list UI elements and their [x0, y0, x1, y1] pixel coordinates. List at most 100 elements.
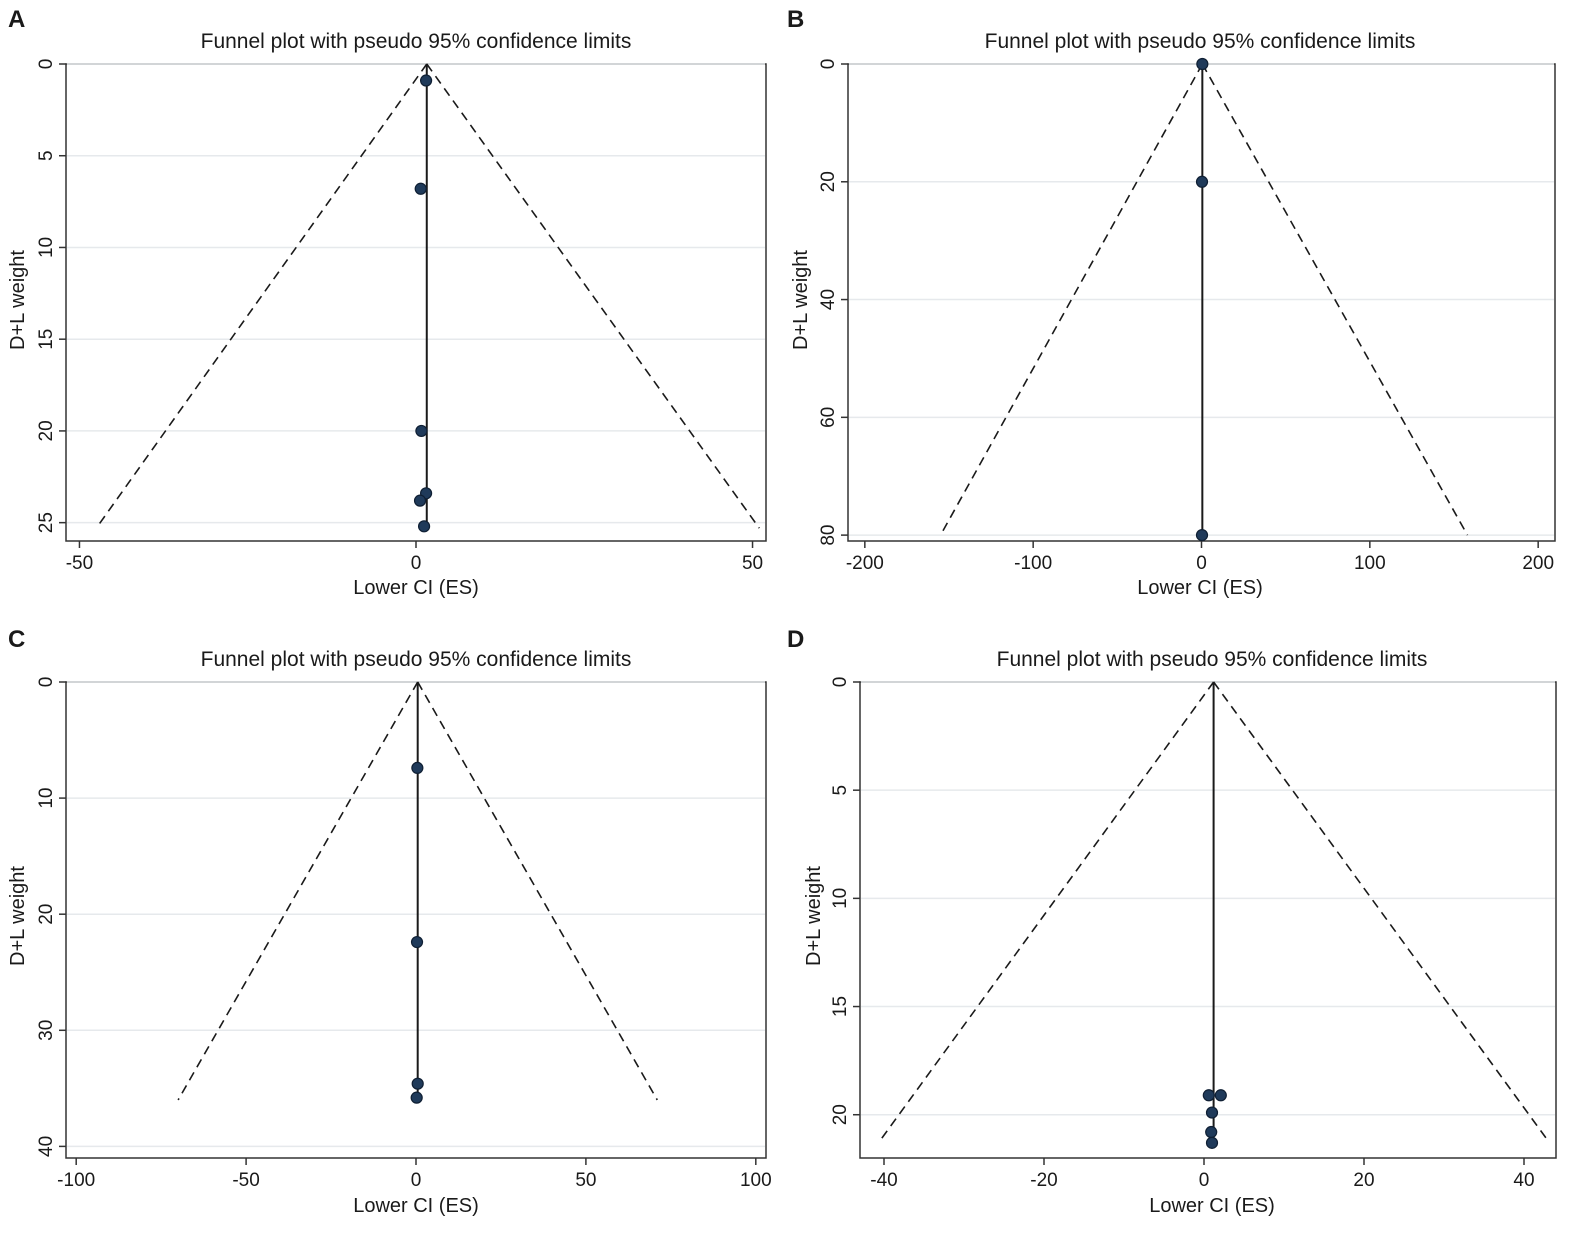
funnel-limits	[95, 63, 760, 529]
data-point-0	[1196, 57, 1209, 71]
panel-c: C Funnel plot with pseudo 95% confidence…	[7, 626, 772, 1217]
funnel-limits	[177, 681, 658, 1101]
data-points	[410, 761, 424, 1104]
funnel-left-limit	[95, 63, 428, 529]
y-tick-label-0: 0	[36, 59, 57, 70]
y-tick-label-3: 15	[36, 329, 57, 350]
x-axis-ticks: -40 -20 0 20 40	[870, 1158, 1535, 1191]
x-tick-label-0: -50	[66, 553, 93, 574]
x-tick-label-0: -40	[870, 1170, 897, 1191]
panel-title: Funnel plot with pseudo 95% confidence l…	[997, 648, 1428, 671]
x-axis-label: Lower CI (ES)	[1137, 577, 1263, 599]
grid	[67, 681, 765, 1148]
y-tick-label-4: 20	[36, 420, 57, 441]
y-tick-label-3: 60	[818, 407, 839, 428]
y-tick-label-1: 20	[818, 171, 839, 192]
x-tick-label-4: 100	[740, 1170, 772, 1191]
data-point-0	[1202, 1089, 1215, 1102]
x-axis-ticks: -200 -100 0 100 200	[846, 541, 1554, 574]
data-points	[1202, 1089, 1227, 1149]
plot-frame	[65, 63, 767, 542]
data-points	[1195, 57, 1209, 542]
x-axis-label: Lower CI (ES)	[353, 577, 479, 599]
data-points	[413, 74, 433, 533]
funnel-right-limit	[426, 63, 760, 529]
y-tick-label-0: 0	[818, 59, 839, 70]
y-axis-label: D+L weight	[803, 866, 825, 966]
x-tick-label-3: 100	[1354, 553, 1386, 574]
data-point-3	[1205, 1125, 1218, 1139]
y-axis-ticks: 0 10 20 30 40	[36, 677, 66, 1157]
y-axis-label: D+L weight	[7, 866, 29, 966]
data-point-5	[417, 520, 431, 533]
y-axis-ticks: 0 20 40 60 80	[818, 59, 848, 546]
x-tick-label-0: -100	[57, 1170, 95, 1191]
x-tick-label-1: 0	[411, 553, 422, 574]
panel-d: D Funnel plot with pseudo 95% confidence…	[787, 626, 1557, 1217]
data-point-0	[411, 761, 424, 775]
data-point-1	[1214, 1089, 1227, 1102]
funnel-right-limit	[1212, 681, 1549, 1142]
data-point-2	[411, 1077, 424, 1090]
data-point-1	[1195, 175, 1209, 188]
y-axis-label: D+L weight	[790, 250, 812, 350]
x-tick-label-4: 40	[1513, 1170, 1534, 1191]
y-axis-ticks: 0 5 10 15 20 25	[36, 59, 66, 533]
y-tick-label-2: 20	[36, 904, 57, 925]
panel-title: Funnel plot with pseudo 95% confidence l…	[201, 30, 632, 53]
y-tick-label-2: 10	[830, 888, 851, 909]
x-tick-label-3: 50	[575, 1170, 596, 1191]
data-point-3	[410, 1091, 423, 1104]
y-tick-label-4: 20	[830, 1104, 851, 1125]
y-tick-label-0: 0	[830, 677, 851, 688]
data-point-2	[1205, 1106, 1219, 1119]
x-tick-label-1: -50	[232, 1170, 259, 1191]
x-axis-label: Lower CI (ES)	[1149, 1195, 1275, 1217]
y-axis-label: D+L weight	[7, 250, 29, 350]
x-tick-label-1: -100	[1014, 553, 1052, 574]
x-tick-label-0: -200	[846, 553, 884, 574]
data-point-4	[1205, 1136, 1219, 1149]
x-tick-label-1: -20	[1030, 1170, 1057, 1191]
data-point-2	[415, 424, 428, 438]
plot-frame	[859, 681, 1557, 1159]
panel-a: A Funnel plot with pseudo 95% confidence…	[7, 6, 767, 599]
data-point-2	[1195, 529, 1209, 542]
panel-title: Funnel plot with pseudo 95% confidence l…	[201, 648, 632, 671]
y-tick-label-3: 30	[36, 1020, 57, 1041]
y-tick-label-2: 40	[818, 289, 839, 310]
data-point-4	[413, 494, 427, 507]
y-tick-label-4: 80	[818, 525, 839, 546]
funnel-left-limit	[879, 681, 1215, 1142]
x-tick-label-3: 20	[1353, 1170, 1374, 1191]
y-tick-label-5: 25	[36, 512, 57, 533]
data-point-1	[410, 935, 424, 949]
x-tick-label-2: 0	[411, 1170, 422, 1191]
panel-b: B Funnel plot with pseudo 95% confidence…	[787, 6, 1556, 599]
x-tick-label-4: 200	[1522, 553, 1554, 574]
y-tick-label-4: 40	[36, 1136, 57, 1157]
x-tick-label-2: 0	[1199, 1170, 1210, 1191]
panel-letter: A	[8, 6, 25, 33]
y-tick-label-1: 5	[36, 150, 57, 161]
x-tick-label-2: 0	[1196, 553, 1207, 574]
y-tick-label-2: 10	[36, 237, 57, 258]
x-axis-ticks: -50 0 50	[66, 541, 763, 574]
panel-letter: D	[787, 626, 804, 653]
x-axis-label: Lower CI (ES)	[353, 1195, 479, 1217]
panel-letter: C	[8, 626, 25, 653]
y-axis-ticks: 0 5 10 15 20	[830, 677, 860, 1125]
y-tick-label-1: 5	[830, 785, 851, 796]
y-tick-label-0: 0	[36, 677, 57, 688]
funnel-limits	[939, 63, 1469, 536]
panel-title: Funnel plot with pseudo 95% confidence l…	[985, 30, 1416, 53]
funnel-left-limit	[177, 681, 419, 1101]
y-tick-label-1: 10	[36, 788, 57, 809]
y-tick-label-3: 15	[830, 996, 851, 1017]
data-point-1	[414, 182, 427, 195]
panel-letter: B	[787, 6, 804, 33]
funnel-right-limit	[1201, 63, 1469, 536]
x-axis-ticks: -100 -50 0 50 100	[57, 1158, 772, 1191]
x-tick-label-2: 50	[742, 553, 763, 574]
